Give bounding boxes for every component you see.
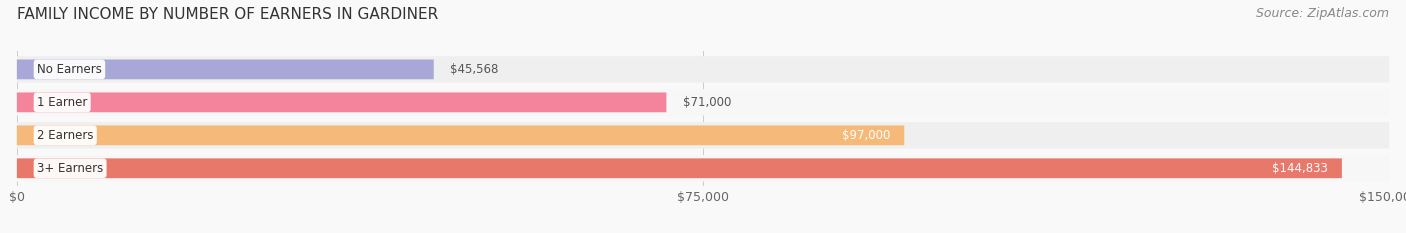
- Text: $71,000: $71,000: [683, 96, 731, 109]
- Text: No Earners: No Earners: [37, 63, 101, 76]
- Text: $144,833: $144,833: [1272, 162, 1329, 175]
- FancyBboxPatch shape: [17, 59, 433, 79]
- Text: $45,568: $45,568: [450, 63, 499, 76]
- Text: 2 Earners: 2 Earners: [37, 129, 93, 142]
- Text: 1 Earner: 1 Earner: [37, 96, 87, 109]
- FancyBboxPatch shape: [17, 89, 1389, 116]
- FancyBboxPatch shape: [17, 56, 1389, 82]
- FancyBboxPatch shape: [17, 158, 1341, 178]
- FancyBboxPatch shape: [17, 155, 1389, 182]
- Text: Source: ZipAtlas.com: Source: ZipAtlas.com: [1256, 7, 1389, 20]
- Text: $97,000: $97,000: [842, 129, 890, 142]
- Text: FAMILY INCOME BY NUMBER OF EARNERS IN GARDINER: FAMILY INCOME BY NUMBER OF EARNERS IN GA…: [17, 7, 439, 22]
- FancyBboxPatch shape: [17, 125, 904, 145]
- FancyBboxPatch shape: [17, 93, 666, 112]
- FancyBboxPatch shape: [17, 122, 1389, 148]
- Text: 3+ Earners: 3+ Earners: [37, 162, 103, 175]
